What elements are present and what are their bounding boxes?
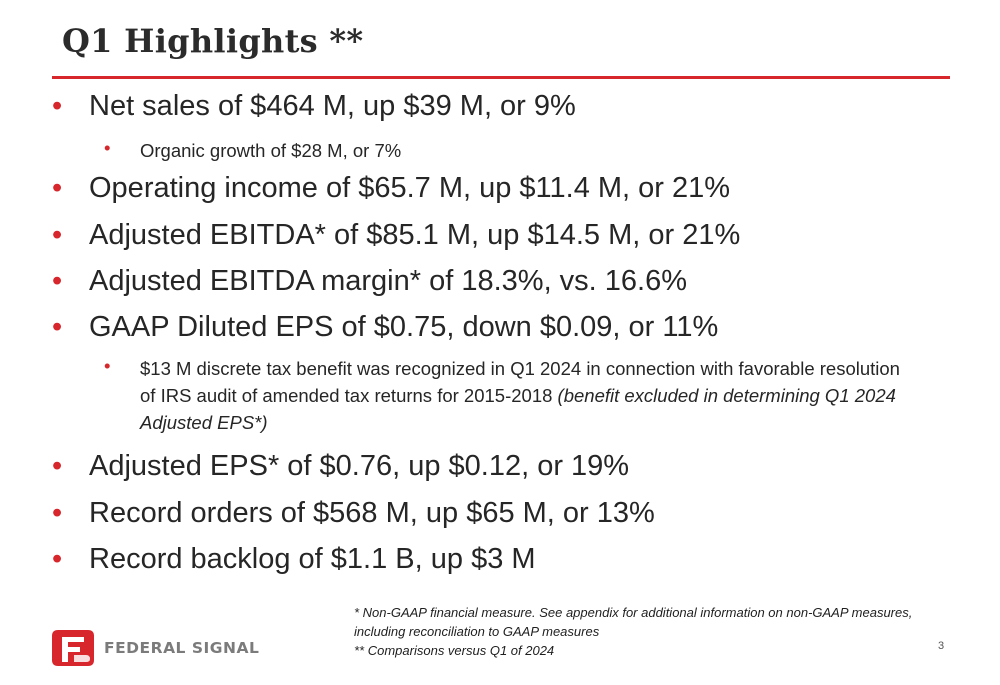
list-item: • Net sales of $464 M, up $39 M, or 9%: [52, 90, 576, 123]
list-item: • Adjusted EBITDA* of $85.1 M, up $14.5 …: [52, 219, 740, 252]
bullet-icon: •: [52, 543, 63, 575]
bullet-text: Adjusted EBITDA* of $85.1 M, up $14.5 M,…: [89, 219, 741, 251]
list-item: • GAAP Diluted EPS of $0.75, down $0.09,…: [52, 311, 718, 344]
list-item: • Adjusted EPS* of $0.76, up $0.12, or 1…: [52, 450, 629, 483]
bullet-icon: •: [52, 172, 63, 204]
bullet-text: Net sales of $464 M, up $39 M, or 9%: [89, 90, 576, 122]
bullet-text: Record orders of $568 M, up $65 M, or 13…: [89, 497, 655, 529]
list-item: • Organic growth of $28 M, or 7%: [104, 137, 910, 164]
list-item: • Adjusted EBITDA margin* of 18.3%, vs. …: [52, 265, 687, 298]
slide-title: Q1 Highlights **: [62, 22, 364, 60]
bullet-text: Adjusted EBITDA margin* of 18.3%, vs. 16…: [89, 265, 688, 297]
federal-signal-logo-icon: [52, 630, 94, 666]
list-item: • $13 M discrete tax benefit was recogni…: [104, 355, 910, 436]
bullet-text: $13 M discrete tax benefit was recognize…: [140, 355, 910, 436]
footnotes: * Non-GAAP financial measure. See append…: [354, 603, 914, 660]
bullet-text: Organic growth of $28 M, or 7%: [140, 140, 402, 161]
bullet-text: GAAP Diluted EPS of $0.75, down $0.09, o…: [89, 311, 719, 343]
bullet-text-note: (benefit excluded in determining Q1 2024…: [140, 385, 896, 433]
bullet-icon: •: [52, 265, 63, 297]
bullet-text: Record backlog of $1.1 B, up $3 M: [89, 543, 536, 575]
company-logo: FEDERAL SIGNAL: [50, 628, 259, 668]
bullet-icon: •: [52, 450, 63, 482]
logo-text: FEDERAL SIGNAL: [104, 639, 260, 657]
list-item: • Operating income of $65.7 M, up $11.4 …: [52, 172, 730, 205]
bullet-text-main: $13 M discrete tax benefit was recognize…: [140, 358, 900, 406]
list-item: • Record orders of $568 M, up $65 M, or …: [52, 497, 655, 530]
bullet-icon: •: [52, 219, 63, 251]
page-number: 3: [938, 640, 945, 652]
bullet-icon: •: [52, 497, 63, 529]
footnote-comparisons: ** Comparisons versus Q1 of 2024: [354, 643, 555, 658]
bullet-text: Adjusted EPS* of $0.76, up $0.12, or 19%: [89, 450, 630, 482]
bullet-icon: •: [52, 311, 63, 343]
bullet-icon: •: [104, 355, 111, 376]
bullet-text: Operating income of $65.7 M, up $11.4 M,…: [89, 172, 731, 204]
bullet-icon: •: [104, 137, 111, 158]
list-item: • Record backlog of $1.1 B, up $3 M: [52, 543, 536, 576]
footnote-non-gaap: * Non-GAAP financial measure. See append…: [354, 605, 913, 639]
title-underline: [52, 76, 950, 79]
bullet-icon: •: [52, 90, 63, 122]
